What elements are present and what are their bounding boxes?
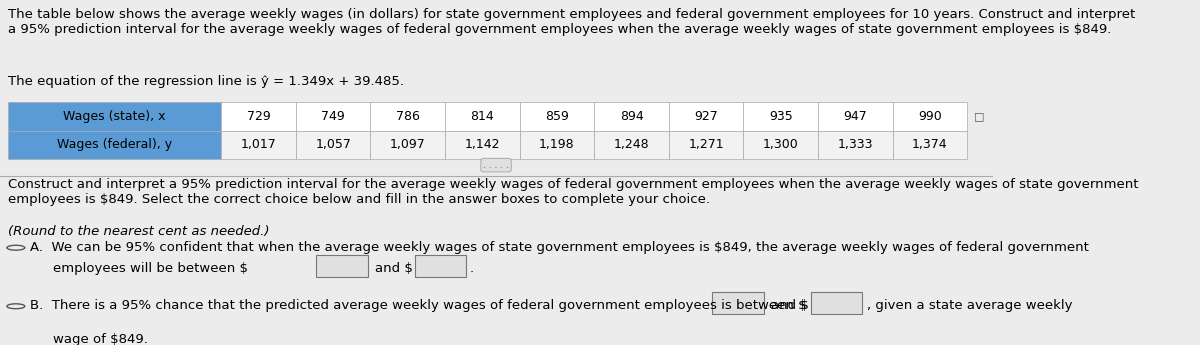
Text: 1,097: 1,097 [390, 138, 426, 151]
FancyBboxPatch shape [296, 102, 371, 131]
FancyBboxPatch shape [445, 102, 520, 131]
FancyBboxPatch shape [668, 102, 744, 131]
Text: 786: 786 [396, 110, 420, 123]
Text: . . . . .: . . . . . [484, 161, 509, 170]
Text: □: □ [974, 111, 985, 121]
FancyBboxPatch shape [893, 131, 967, 159]
FancyBboxPatch shape [520, 102, 594, 131]
Text: The table below shows the average weekly wages (in dollars) for state government: The table below shows the average weekly… [8, 8, 1135, 36]
Text: and $: and $ [770, 299, 809, 313]
FancyBboxPatch shape [744, 131, 818, 159]
FancyBboxPatch shape [221, 131, 296, 159]
Text: 1,271: 1,271 [689, 138, 724, 151]
FancyBboxPatch shape [296, 131, 371, 159]
FancyBboxPatch shape [744, 102, 818, 131]
Text: 1,142: 1,142 [464, 138, 500, 151]
Text: Construct and interpret a 95% prediction interval for the average weekly wages o: Construct and interpret a 95% prediction… [8, 178, 1139, 206]
FancyBboxPatch shape [893, 102, 967, 131]
Text: 859: 859 [545, 110, 569, 123]
Text: Wages (federal), y: Wages (federal), y [58, 138, 172, 151]
Text: 1,198: 1,198 [539, 138, 575, 151]
FancyBboxPatch shape [371, 131, 445, 159]
Text: Wages (state), x: Wages (state), x [64, 110, 166, 123]
Text: 749: 749 [322, 110, 346, 123]
FancyBboxPatch shape [810, 292, 862, 314]
FancyBboxPatch shape [371, 102, 445, 131]
Text: The equation of the regression line is ŷ = 1.349x + 39.485.: The equation of the regression line is ŷ… [8, 75, 404, 88]
Text: 894: 894 [619, 110, 643, 123]
FancyBboxPatch shape [221, 102, 296, 131]
Text: 814: 814 [470, 110, 494, 123]
Text: wage of $849.: wage of $849. [53, 334, 148, 345]
Text: (Round to the nearest cent as needed.): (Round to the nearest cent as needed.) [8, 225, 270, 238]
Text: 1,300: 1,300 [763, 138, 799, 151]
Text: 729: 729 [247, 110, 270, 123]
Text: .: . [469, 262, 473, 275]
FancyBboxPatch shape [415, 255, 467, 277]
Text: , given a state average weekly: , given a state average weekly [868, 299, 1073, 313]
Text: 1,333: 1,333 [838, 138, 874, 151]
Text: 927: 927 [695, 110, 718, 123]
FancyBboxPatch shape [818, 102, 893, 131]
Text: A.  We can be 95% confident that when the average weekly wages of state governme: A. We can be 95% confident that when the… [30, 241, 1088, 254]
Text: B.  There is a 95% chance that the predicted average weekly wages of federal gov: B. There is a 95% chance that the predic… [30, 299, 806, 313]
Text: 1,374: 1,374 [912, 138, 948, 151]
FancyBboxPatch shape [594, 102, 668, 131]
Text: 990: 990 [918, 110, 942, 123]
FancyBboxPatch shape [520, 131, 594, 159]
FancyBboxPatch shape [818, 131, 893, 159]
Text: 935: 935 [769, 110, 793, 123]
Text: 1,017: 1,017 [241, 138, 276, 151]
Text: and $: and $ [374, 262, 413, 275]
FancyBboxPatch shape [8, 131, 221, 159]
Text: 1,248: 1,248 [613, 138, 649, 151]
FancyBboxPatch shape [594, 131, 668, 159]
Text: employees will be between $: employees will be between $ [53, 262, 247, 275]
FancyBboxPatch shape [713, 292, 764, 314]
FancyBboxPatch shape [668, 131, 744, 159]
FancyBboxPatch shape [8, 102, 221, 131]
Text: 947: 947 [844, 110, 868, 123]
FancyBboxPatch shape [445, 131, 520, 159]
Text: 1,057: 1,057 [316, 138, 352, 151]
FancyBboxPatch shape [317, 255, 368, 277]
